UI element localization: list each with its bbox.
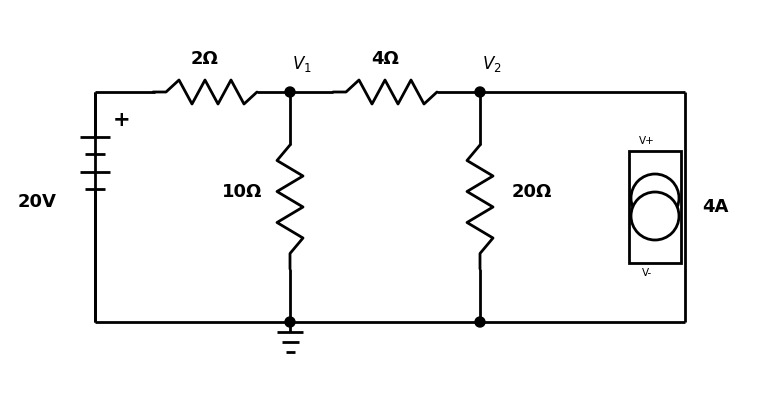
Text: +: + <box>113 110 131 130</box>
Text: 2Ω: 2Ω <box>191 50 219 68</box>
Text: 20V: 20V <box>18 193 56 211</box>
Text: V-: V- <box>642 268 652 278</box>
Text: 4A: 4A <box>702 198 728 216</box>
Circle shape <box>631 192 679 240</box>
Bar <box>629 151 681 263</box>
Circle shape <box>475 317 485 327</box>
Circle shape <box>285 317 295 327</box>
Circle shape <box>475 87 485 97</box>
Text: $V_2$: $V_2$ <box>482 54 502 74</box>
Text: 20Ω: 20Ω <box>511 183 552 201</box>
Text: V+: V+ <box>639 136 655 146</box>
Circle shape <box>285 87 295 97</box>
Text: 4Ω: 4Ω <box>371 50 399 68</box>
Circle shape <box>631 174 679 222</box>
Text: $V_1$: $V_1$ <box>292 54 312 74</box>
Text: 10Ω: 10Ω <box>222 183 262 201</box>
